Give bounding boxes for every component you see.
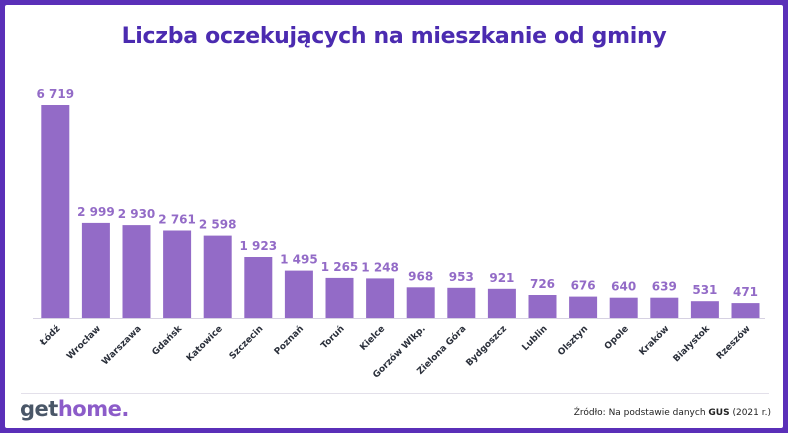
bar-15 — [609, 297, 638, 318]
value-label-7: 1 495 — [280, 253, 318, 267]
bar-5 — [203, 235, 232, 318]
source-note: Źródło: Na podstawie danych GUS (2021 r.… — [574, 408, 771, 418]
category-label-12: Bydgoszcz — [464, 324, 509, 369]
category-label-8: Toruń — [319, 324, 346, 351]
footer-divider — [21, 393, 769, 394]
source-suffix: (2021 r.) — [732, 408, 771, 418]
category-label-2: Wrocław — [65, 324, 103, 362]
bar-13 — [528, 295, 557, 318]
category-label-6: Szczecin — [228, 324, 266, 362]
value-label-2: 2 999 — [77, 205, 115, 219]
bar-12 — [487, 288, 516, 318]
chart-title: Liczba oczekujących na mieszkanie od gmi… — [121, 24, 667, 49]
logo-text-home: home — [57, 397, 122, 421]
logo-text-get: get — [20, 397, 58, 421]
category-label-1: Łódź — [37, 323, 62, 348]
value-label-10: 968 — [408, 269, 433, 283]
bar-16 — [650, 297, 679, 318]
source-org: GUS — [708, 408, 730, 418]
bar-11 — [447, 287, 476, 318]
source-prefix: Źródło: Na podstawie danych — [573, 408, 706, 418]
value-label-11: 953 — [449, 270, 474, 284]
bar-10 — [406, 287, 435, 318]
bar-chart: 6 719 Łódź 2 999 Wrocław 2 930 Warszawa 2 761 G… — [33, 87, 765, 380]
category-label-5: Katowice — [185, 324, 225, 364]
bar-6 — [244, 257, 273, 318]
value-label-4: 2 761 — [158, 213, 196, 227]
value-label-5: 2 598 — [199, 218, 237, 232]
bar-7 — [284, 270, 313, 318]
value-label-6: 1 923 — [240, 239, 278, 253]
value-label-13: 726 — [530, 277, 555, 291]
category-label-17: Białystok — [672, 323, 713, 364]
value-label-1: 6 719 — [37, 87, 75, 101]
bar-9 — [366, 278, 395, 318]
value-label-9: 1 248 — [361, 260, 399, 274]
logo-text-dot: . — [121, 397, 129, 421]
value-label-16: 639 — [652, 280, 677, 294]
value-label-14: 676 — [571, 279, 596, 293]
category-label-7: Poznań — [273, 324, 306, 357]
gethome-logo: gethome. — [20, 397, 129, 421]
value-label-12: 921 — [489, 271, 514, 285]
value-label-15: 640 — [611, 280, 636, 294]
bar-18 — [731, 303, 760, 318]
bar-17 — [690, 301, 719, 318]
bar-2 — [81, 222, 110, 318]
category-label-13: Lublin — [521, 324, 550, 353]
category-label-9: Kielce — [358, 324, 387, 353]
value-label-17: 531 — [692, 283, 717, 297]
chart-frame: Liczba oczekujących na mieszkanie od gmi… — [5, 5, 783, 428]
category-label-4: Gdańsk — [151, 323, 185, 357]
value-label-3: 2 930 — [118, 207, 156, 221]
bar-3 — [122, 225, 151, 318]
bar-4 — [163, 230, 192, 318]
bar-14 — [569, 296, 598, 318]
category-label-16: Kraków — [637, 323, 671, 357]
bar-1 — [41, 105, 70, 318]
category-label-18: Rzeszów — [714, 323, 752, 361]
value-label-8: 1 265 — [321, 260, 359, 274]
category-label-15: Opole — [603, 324, 631, 352]
category-label-3: Warszawa — [100, 324, 143, 367]
value-label-18: 471 — [733, 285, 758, 299]
bar-8 — [325, 277, 354, 318]
category-label-14: Olsztyn — [556, 324, 590, 358]
